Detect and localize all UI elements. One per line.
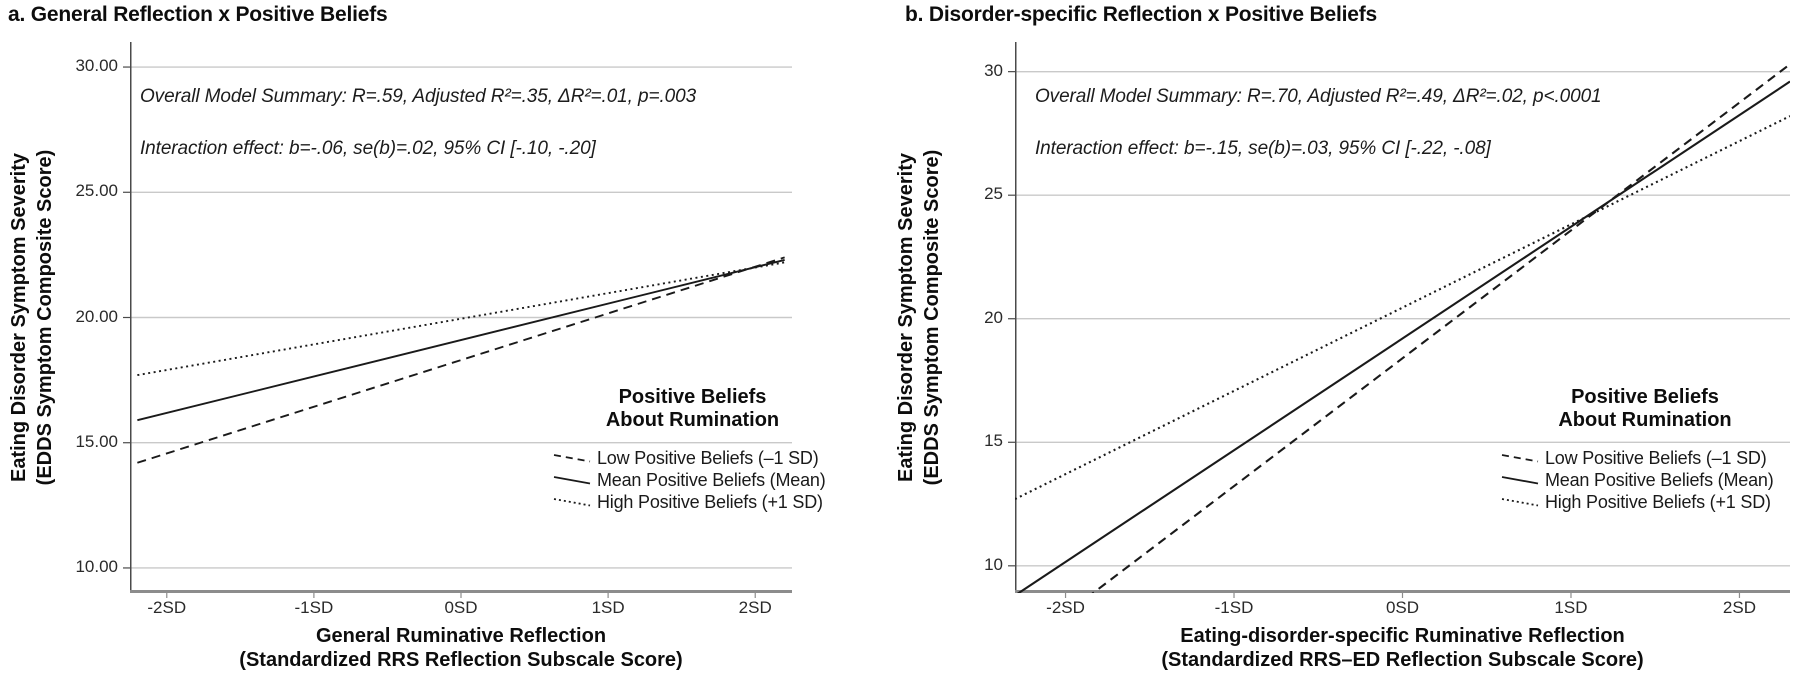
series-line-solid — [1016, 80, 1790, 593]
model-annotation-2: Interaction effect: b=-.15, se(b)=.03, 9… — [1035, 138, 1491, 159]
legend-entries: Low Positive Beliefs (–1 SD) Mean Positiv… — [1500, 447, 1774, 513]
y-tick-label: 10.00 — [75, 556, 118, 576]
legend-title-line1: Positive Beliefs — [1571, 386, 1719, 408]
y-axis-title-line1: Eating Disorder Symptom Severity — [8, 153, 30, 482]
x-tick-label: 2SD — [1722, 598, 1756, 617]
legend-entry-dashed: Low Positive Beliefs (–1 SD) — [1500, 447, 1774, 469]
legend-sample-dotted-line — [1501, 498, 1539, 507]
legend-sample-dashed-line — [1501, 454, 1539, 463]
x-axis-title: General Ruminative Reflection (Standardiz… — [239, 624, 682, 672]
legend-entry-solid: Mean Positive Beliefs (Mean) — [1500, 469, 1774, 491]
x-tick-label: 1SD — [591, 598, 625, 617]
legend-title-line2: About Rumination — [1558, 409, 1732, 431]
series-line-dashed — [1091, 63, 1790, 593]
x-tick-label: 0SD — [1385, 598, 1420, 617]
legend-sample-dashed-line — [553, 454, 591, 463]
legend-sample-dotted-line — [553, 498, 591, 507]
legend-entries: Low Positive Beliefs (–1 SD) Mean Positiv… — [552, 447, 826, 513]
plot-area — [122, 42, 792, 599]
x-tick-label: 1SD — [1554, 598, 1588, 617]
chart-canvas-a — [123, 42, 792, 598]
legend-sample-solid-line — [1501, 476, 1539, 485]
legend-entry-label: High Positive Beliefs (+1 SD) — [597, 491, 823, 512]
plot-area — [1007, 42, 1790, 599]
legend-title: Positive Beliefs About Rumination — [575, 386, 810, 432]
y-axis-title-line1: Eating Disorder Symptom Severity — [895, 153, 917, 482]
x-tick-label: -1SD — [1214, 598, 1254, 617]
legend-entry-label: Mean Positive Beliefs (Mean) — [597, 469, 826, 490]
legend-entry-dotted: High Positive Beliefs (+1 SD) — [552, 491, 826, 513]
y-tick-label: 20.00 — [75, 306, 118, 326]
y-tick-label: 25.00 — [75, 181, 118, 201]
x-tick-label: -2SD — [147, 598, 187, 617]
x-axis-title-line1: General Ruminative Reflection — [315, 625, 607, 647]
legend-title-line1: Positive Beliefs — [618, 386, 767, 408]
x-tick-label: -2SD — [1046, 598, 1085, 617]
legend-title-line2: About Rumination — [605, 409, 780, 431]
y-tick-label: 20 — [984, 307, 1003, 327]
legend-entry-label: Low Positive Beliefs (–1 SD) — [1545, 447, 1767, 468]
y-tick-label: 15.00 — [75, 431, 118, 451]
legend-sample-solid-line — [553, 476, 591, 485]
y-tick-label: 30 — [984, 60, 1003, 80]
legend-title: Positive Beliefs About Rumination — [1520, 386, 1770, 432]
x-tick-label: 0SD — [444, 598, 478, 617]
panel-title-a: a. General Reflection x Positive Beliefs — [8, 3, 388, 26]
chart-canvas-b — [1008, 42, 1790, 598]
x-axis-title-line2: (Standardized RRS–ED Reflection Subscale… — [1161, 649, 1644, 671]
series-line-dotted — [1015, 115, 1790, 501]
x-axis-title: Eating-disorder-specific Ruminative Refl… — [1161, 624, 1643, 672]
legend-entry-label: Low Positive Beliefs (–1 SD) — [597, 447, 819, 468]
x-axis-title-line2: (Standardized RRS Reflection Subscale Sc… — [239, 649, 683, 671]
x-tick-label: -1SD — [294, 598, 334, 617]
model-annotation-1: Overall Model Summary: R=.59, Adjusted R… — [140, 86, 697, 107]
panel-title-b: b. Disorder-specific Reflection x Positi… — [905, 3, 1377, 26]
legend-entry-label: High Positive Beliefs (+1 SD) — [1545, 491, 1771, 512]
legend-entry-label: Mean Positive Beliefs (Mean) — [1545, 469, 1774, 490]
legend-entry-solid: Mean Positive Beliefs (Mean) — [552, 469, 826, 491]
y-tick-label: 25 — [984, 184, 1003, 204]
model-annotation-2: Interaction effect: b=-.06, se(b)=.02, 9… — [140, 138, 596, 159]
legend-entry-dotted: High Positive Beliefs (+1 SD) — [1500, 491, 1774, 513]
x-axis-title-line1: Eating-disorder-specific Ruminative Refl… — [1180, 625, 1625, 647]
legend-entry-dashed: Low Positive Beliefs (–1 SD) — [552, 447, 826, 469]
y-tick-label: 30.00 — [75, 56, 118, 76]
y-tick-label: 15 — [984, 431, 1003, 451]
series-line-dotted — [137, 261, 785, 377]
series-line-dashed — [137, 256, 785, 464]
model-annotation-1: Overall Model Summary: R=.70, Adjusted R… — [1035, 86, 1602, 107]
x-tick-label: 2SD — [738, 598, 772, 617]
series-line-solid — [137, 258, 785, 422]
y-tick-label: 10 — [984, 554, 1003, 574]
